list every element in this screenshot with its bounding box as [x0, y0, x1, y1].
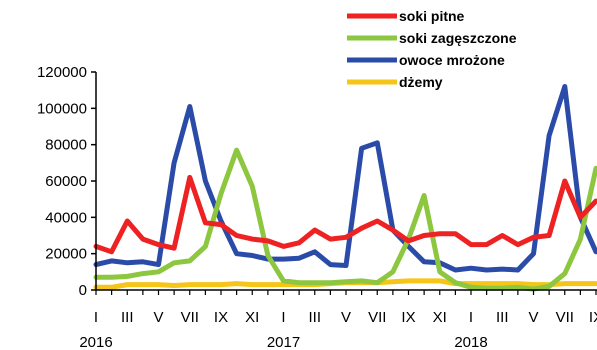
y-tick-label: 20000	[45, 246, 87, 263]
x-tick-label: VII	[556, 309, 574, 326]
year-label: 2016	[79, 334, 112, 350]
x-tick-label: I	[281, 309, 285, 326]
x-tick-label: I	[94, 309, 98, 326]
x-tick-label: VII	[181, 309, 199, 326]
x-tick-label: XI	[433, 309, 447, 326]
x-tick-label: XI	[245, 309, 259, 326]
x-tick-label: I	[469, 309, 473, 326]
y-tick-label: 0	[79, 282, 87, 299]
x-tick-label: III	[496, 309, 509, 326]
x-tick-label: IX	[401, 309, 415, 326]
series-line-0	[93, 174, 597, 255]
legend-label-0: soki pitne	[399, 8, 465, 24]
x-tick-label: IX	[214, 309, 228, 326]
series-layer	[93, 84, 597, 292]
year-label: 2017	[267, 334, 300, 350]
series-line-2	[93, 84, 597, 273]
x-tick-label: V	[341, 309, 351, 326]
series-line-1	[93, 147, 597, 292]
x-tick-label: VII	[368, 309, 386, 326]
legend-label-3: dżemy	[399, 74, 443, 90]
y-tick-label: 120000	[37, 64, 87, 81]
x-tick-label: IX	[589, 309, 597, 326]
legend-label-2: owoce mrożone	[399, 52, 505, 68]
y-tick-label: 80000	[45, 137, 87, 154]
x-tick-label: III	[308, 309, 321, 326]
x-tick-label: V	[153, 309, 163, 326]
y-tick-label: 100000	[37, 100, 87, 117]
x-tick-label: V	[528, 309, 538, 326]
legend-label-1: soki zagęszczone	[399, 30, 517, 46]
x-tick-label: III	[121, 309, 134, 326]
year-label: 2018	[454, 334, 487, 350]
legend: soki pitne soki zagęszczone owoce mrożone d…	[347, 8, 517, 90]
y-tick-label: 60000	[45, 173, 87, 190]
y-tick-label: 40000	[45, 209, 87, 226]
